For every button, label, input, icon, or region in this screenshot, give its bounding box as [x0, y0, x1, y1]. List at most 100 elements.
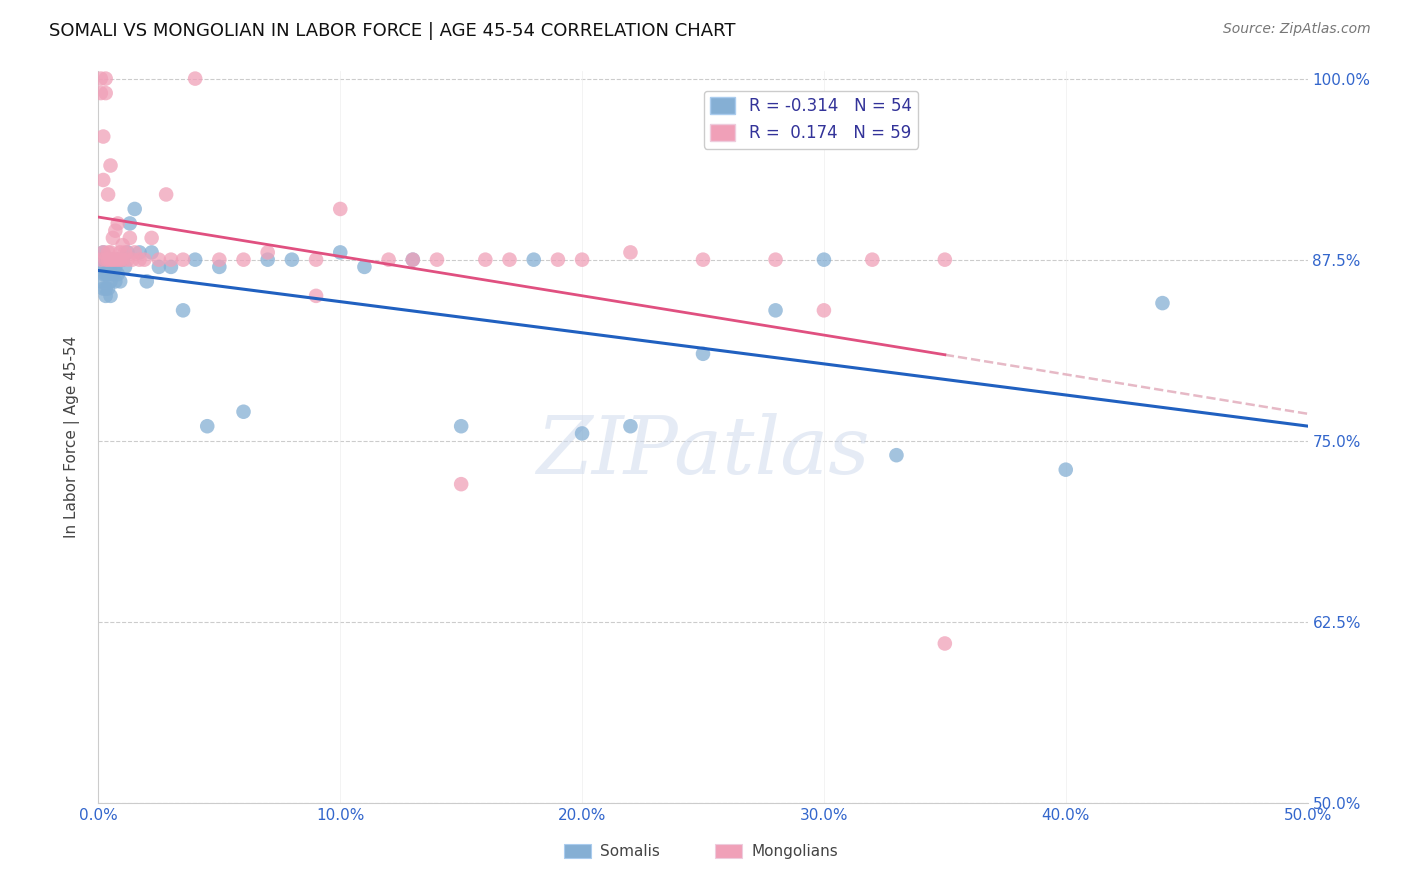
Point: [100, 274, 122, 288]
Point: [256, 245, 278, 260]
Point: [100, 289, 122, 303]
Point: [97, 187, 120, 202]
Point: [1152, 296, 1174, 310]
Point: [101, 252, 124, 267]
Point: [148, 252, 170, 267]
Point: [813, 252, 835, 267]
Point: [108, 245, 131, 260]
Point: [402, 252, 425, 267]
Point: [232, 252, 254, 267]
Point: [90, 71, 112, 86]
Point: [111, 238, 134, 252]
Point: [160, 252, 183, 267]
Point: [101, 252, 124, 267]
Point: [94, 282, 117, 296]
Point: [141, 245, 163, 260]
Point: [108, 274, 131, 288]
Point: [765, 303, 787, 318]
Legend: R = -0.314   N = 54, R =  0.174   N = 59: R = -0.314 N = 54, R = 0.174 N = 59: [703, 91, 918, 149]
Point: [118, 231, 141, 245]
Point: [498, 252, 520, 267]
Point: [91, 282, 114, 296]
Point: [256, 252, 278, 267]
Point: [450, 419, 472, 434]
Point: [94, 267, 117, 281]
Point: [160, 260, 183, 274]
Point: [692, 252, 714, 267]
Point: [104, 224, 127, 238]
Point: [94, 252, 117, 267]
Point: [135, 274, 157, 288]
Point: [886, 448, 908, 462]
Point: [692, 347, 714, 361]
Point: [377, 252, 399, 267]
Point: [91, 245, 114, 260]
Text: Source: ZipAtlas.com: Source: ZipAtlas.com: [1223, 22, 1371, 37]
Point: [108, 252, 131, 267]
Point: [523, 252, 546, 267]
Text: Somalis: Somalis: [600, 844, 659, 859]
Point: [104, 252, 127, 267]
Point: [97, 245, 120, 260]
Point: [155, 187, 177, 202]
Point: [100, 159, 122, 173]
Point: [329, 245, 352, 260]
Point: [91, 129, 114, 144]
Point: [94, 289, 117, 303]
Point: [305, 289, 328, 303]
Point: [619, 245, 641, 260]
Y-axis label: In Labor Force | Age 45-54: In Labor Force | Age 45-54: [63, 336, 80, 538]
Point: [450, 477, 472, 491]
Point: [104, 274, 127, 288]
Point: [571, 252, 593, 267]
Point: [195, 419, 218, 434]
Point: [619, 419, 641, 434]
Point: [91, 173, 114, 187]
Point: [184, 71, 207, 86]
Point: [547, 252, 569, 267]
Point: [148, 260, 170, 274]
Point: [107, 252, 129, 267]
Point: [208, 252, 231, 267]
Point: [90, 274, 112, 288]
Point: [571, 426, 593, 441]
Point: [860, 252, 883, 267]
Point: [97, 267, 120, 281]
Text: ZIPatlas: ZIPatlas: [536, 413, 870, 491]
Point: [94, 252, 117, 267]
Point: [813, 303, 835, 318]
Point: [107, 267, 129, 281]
Point: [107, 216, 129, 230]
Point: [104, 260, 127, 274]
Point: [141, 231, 163, 245]
Point: [329, 202, 352, 216]
Point: [117, 245, 139, 260]
Point: [1054, 463, 1077, 477]
Point: [118, 216, 141, 230]
Point: [90, 252, 112, 267]
Point: [90, 252, 112, 267]
Text: Mongolians: Mongolians: [751, 844, 838, 859]
Point: [281, 252, 304, 267]
Bar: [564, 845, 591, 858]
Text: SOMALI VS MONGOLIAN IN LABOR FORCE | AGE 45-54 CORRELATION CHART: SOMALI VS MONGOLIAN IN LABOR FORCE | AGE…: [49, 22, 735, 40]
Point: [128, 245, 150, 260]
Point: [97, 282, 120, 296]
Point: [90, 260, 112, 274]
Point: [124, 202, 146, 216]
Point: [184, 252, 207, 267]
Point: [100, 260, 122, 274]
Point: [426, 252, 449, 267]
Point: [121, 252, 143, 267]
Point: [353, 260, 375, 274]
Point: [100, 245, 122, 260]
Point: [172, 252, 194, 267]
Point: [91, 245, 114, 260]
Point: [111, 252, 134, 267]
Bar: [716, 845, 742, 858]
Point: [90, 86, 112, 100]
Point: [305, 252, 328, 267]
Point: [97, 252, 120, 267]
Point: [128, 252, 150, 267]
Point: [232, 405, 254, 419]
